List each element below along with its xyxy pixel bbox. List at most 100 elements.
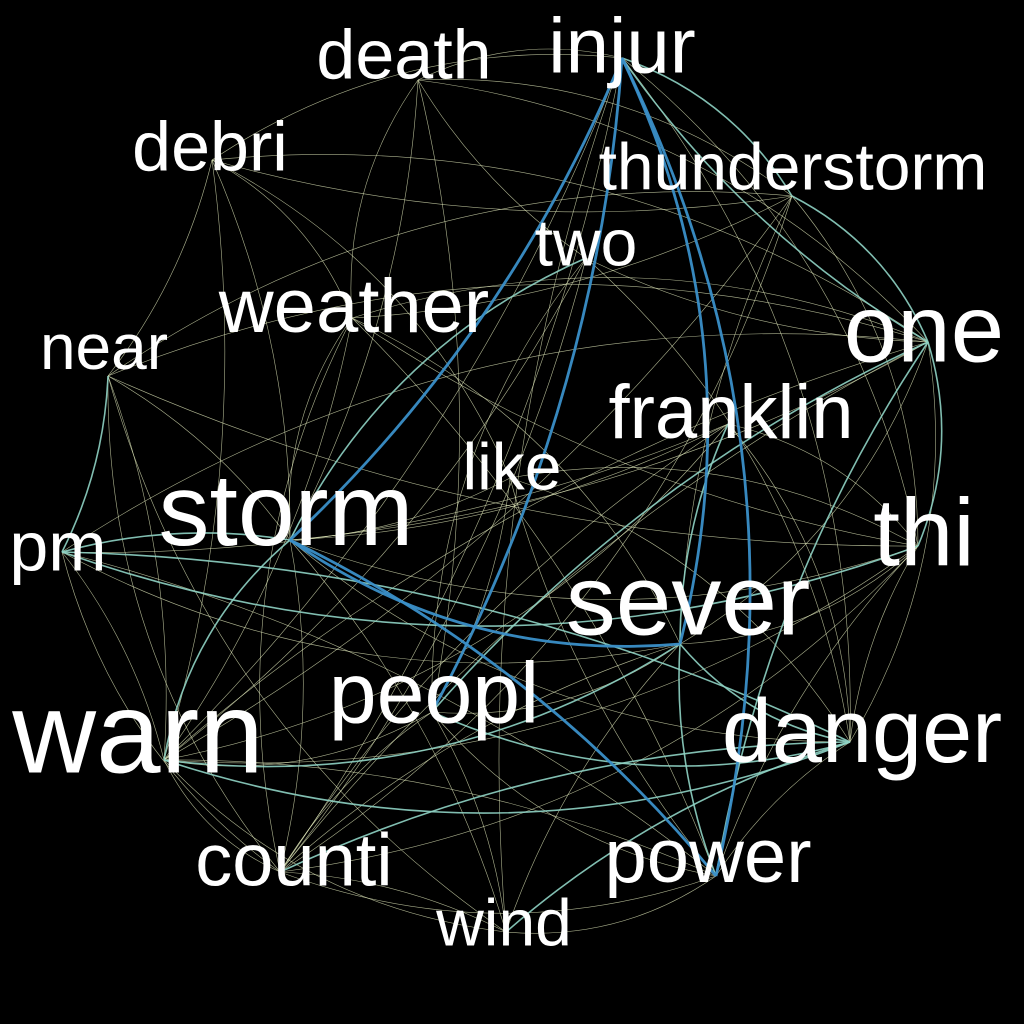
edge-pm-danger xyxy=(61,551,851,743)
edge-peopl-power xyxy=(431,711,717,877)
edge-one-counti xyxy=(279,341,929,873)
edge-injur-one xyxy=(621,57,929,343)
edge-sever-counti xyxy=(279,643,681,873)
edge-debri-like xyxy=(211,159,511,479)
edge-weather-one xyxy=(351,277,929,343)
edge-injur-sever xyxy=(620,57,710,645)
edge-like-danger xyxy=(509,477,851,743)
edge-death-thunderstorm xyxy=(417,79,793,197)
edge-storm-warn xyxy=(163,539,291,761)
edge-peopl-wind xyxy=(431,711,507,933)
word-node-pm: pm xyxy=(9,507,106,585)
edge-injur-wind xyxy=(498,57,623,933)
edge-thunderstorm-near xyxy=(107,191,793,377)
edge-death-storm xyxy=(289,79,419,541)
edge-one-thi xyxy=(917,341,943,547)
edge-thi-danger xyxy=(849,545,919,743)
edge-thi-warn xyxy=(163,545,919,764)
edge-storm-danger xyxy=(289,539,851,743)
word-node-debri: debri xyxy=(132,107,288,185)
edge-pm-power xyxy=(61,551,717,877)
edge-injur-thi xyxy=(621,57,919,547)
word-node-counti: counti xyxy=(195,819,392,902)
edge-death-weather xyxy=(350,79,419,319)
word-node-wind: wind xyxy=(435,885,572,959)
edge-near-counti xyxy=(107,375,281,873)
edge-injur-peopl xyxy=(430,57,624,713)
edge-near-wind xyxy=(107,375,507,933)
edge-death-one xyxy=(417,79,929,343)
edge-warn-power xyxy=(163,759,717,877)
edge-injur-thunderstorm xyxy=(621,57,793,197)
word-node-franklin: franklin xyxy=(609,370,854,455)
edge-warn-counti xyxy=(163,759,281,873)
edge-debri-injur xyxy=(211,54,623,161)
edge-counti-danger xyxy=(279,741,851,873)
word-node-danger: danger xyxy=(722,682,1002,782)
edge-power-wind xyxy=(505,875,717,934)
edge-counti-power xyxy=(279,871,717,914)
edge-franklin-thi xyxy=(727,423,919,547)
edge-peopl-warn xyxy=(163,711,433,767)
edge-sever-wind xyxy=(505,643,681,933)
edge-warn-danger xyxy=(163,741,851,814)
edge-layer xyxy=(61,48,943,934)
edge-counti-wind xyxy=(279,871,507,933)
edge-near-thi xyxy=(107,375,919,547)
edge-near-one xyxy=(107,283,929,377)
edge-franklin-sever xyxy=(679,423,729,645)
edge-thi-power xyxy=(715,545,919,877)
edge-thunderstorm-thi xyxy=(791,195,919,547)
edge-weather-storm xyxy=(288,317,353,541)
edge-thi-sever xyxy=(679,545,919,645)
word-node-power: power xyxy=(605,814,812,899)
edge-death-injur xyxy=(417,48,623,81)
edge-injur-danger xyxy=(621,57,851,743)
edge-thi-counti xyxy=(279,545,919,873)
edge-debri-warn xyxy=(163,159,226,761)
word-node-near: near xyxy=(40,311,168,383)
edge-death-peopl xyxy=(417,79,460,713)
edge-thunderstorm-one xyxy=(791,195,929,343)
edge-sever-warn xyxy=(163,643,681,768)
edge-injur-counti xyxy=(279,57,623,873)
edge-like-thi xyxy=(509,467,919,547)
edge-weather-warn xyxy=(163,317,353,761)
edge-pm-thi xyxy=(61,545,919,627)
edge-two-counti xyxy=(279,257,587,873)
edge-debri-storm xyxy=(211,159,291,541)
edge-weather-counti xyxy=(259,317,353,873)
edge-franklin-danger xyxy=(727,423,851,743)
edge-one-storm xyxy=(289,341,929,541)
edge-franklin-warn xyxy=(163,423,729,761)
word-node-warn: warn xyxy=(11,668,263,798)
word-node-like: like xyxy=(462,429,561,503)
edge-peopl-counti xyxy=(279,711,433,873)
edge-injur-warn xyxy=(163,57,623,761)
edge-storm-pm xyxy=(61,532,291,553)
edge-franklin-storm xyxy=(289,423,729,541)
word-node-thunderstorm: thunderstorm xyxy=(599,129,988,203)
word-node-weather: weather xyxy=(218,264,489,349)
word-node-peopl: peopl xyxy=(329,646,539,742)
edge-debri-weather xyxy=(211,159,353,319)
edge-peopl-danger xyxy=(431,711,851,767)
edge-thunderstorm-weather xyxy=(351,195,793,319)
edge-pm-sever xyxy=(61,551,681,664)
edge-storm-power xyxy=(289,538,718,877)
edge-one-pm xyxy=(61,333,929,553)
edge-one-sever xyxy=(679,341,929,645)
edge-franklin-pm xyxy=(61,423,729,553)
edge-weather-thi xyxy=(351,317,919,547)
word-node-sever: sever xyxy=(566,544,811,656)
edge-injur-storm xyxy=(289,57,624,542)
word-node-death: death xyxy=(316,15,491,93)
word-node-one: one xyxy=(844,275,1004,382)
word-node-thi: thi xyxy=(873,479,974,586)
edge-warn-wind xyxy=(163,759,507,933)
edge-storm-thi xyxy=(289,539,919,600)
edge-storm-counti xyxy=(279,539,304,873)
edge-peopl-one xyxy=(431,341,929,713)
edge-thunderstorm-warn xyxy=(163,195,793,761)
